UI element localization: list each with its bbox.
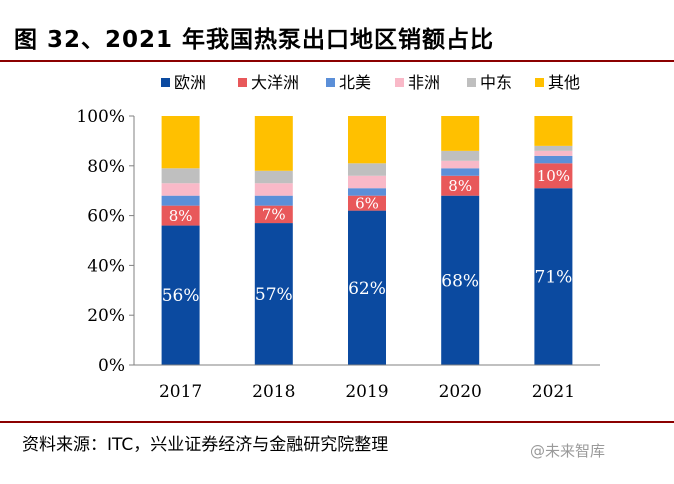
data-label: 8% bbox=[448, 177, 472, 195]
y-tick-label: 60% bbox=[87, 207, 125, 227]
bar-segment-2017-5 bbox=[161, 168, 200, 184]
data-label: 62% bbox=[348, 279, 386, 299]
x-tick-label: 2017 bbox=[159, 382, 202, 402]
bar-segment-2020-2 bbox=[441, 175, 480, 196]
bar-segment-2017-1 bbox=[161, 225, 200, 365]
legend-label-2: 大洋洲 bbox=[251, 73, 299, 92]
data-label: 7% bbox=[262, 206, 286, 224]
y-tick-label: 20% bbox=[87, 306, 125, 326]
bar-segment-2019-4 bbox=[348, 175, 386, 189]
bar-segment-2018-5 bbox=[254, 170, 293, 184]
legend-swatch-3 bbox=[326, 78, 335, 87]
y-tick-label: 80% bbox=[87, 157, 125, 177]
legend-swatch-1 bbox=[161, 78, 170, 87]
legend-swatch-6 bbox=[535, 78, 544, 87]
legend-label-5: 中东 bbox=[480, 73, 512, 92]
data-label: 56% bbox=[162, 286, 200, 306]
chart-title: 图 32、2021 年我国热泵出口地区销额占比 bbox=[14, 27, 495, 53]
y-tick-label: 100% bbox=[76, 107, 125, 127]
bar-segment-2019-6 bbox=[348, 116, 386, 164]
bar-segment-2018-4 bbox=[254, 183, 293, 196]
legend-label-4: 非洲 bbox=[408, 73, 440, 92]
bar-segment-2020-4 bbox=[441, 160, 480, 169]
bar-segment-2017-4 bbox=[161, 183, 200, 196]
data-label: 57% bbox=[255, 285, 293, 305]
stacked-bar-chart: 欧洲 大洋洲 北美 非洲 中东 其他 0% 20% 40% 60% 80% 100% 56% 8% 2017… bbox=[76, 73, 600, 402]
legend-label-1: 欧洲 bbox=[174, 73, 206, 92]
bar-segment-2017-3 bbox=[161, 195, 200, 206]
bar-segment-2019-2 bbox=[348, 195, 386, 211]
bar-segment-2019-1 bbox=[348, 210, 386, 365]
bar-segment-2017-2 bbox=[161, 205, 200, 226]
legend-label-6: 其他 bbox=[548, 73, 580, 92]
legend-label-3: 北美 bbox=[339, 73, 371, 92]
data-label: 10% bbox=[537, 167, 570, 185]
bar-segment-2018-6 bbox=[254, 116, 293, 171]
bar-segment-2020-1 bbox=[441, 195, 480, 365]
legend-swatch-2 bbox=[238, 78, 247, 87]
x-tick-label: 2021 bbox=[532, 382, 575, 402]
bar-segment-2018-3 bbox=[254, 195, 293, 206]
bar-segment-2020-5 bbox=[441, 150, 480, 161]
data-label: 8% bbox=[169, 207, 193, 225]
data-label: 68% bbox=[441, 271, 479, 291]
y-tick-label: 0% bbox=[98, 356, 125, 376]
bar-segment-2019-5 bbox=[348, 163, 386, 176]
bar-segment-2021-6 bbox=[534, 116, 573, 146]
bar-segment-2020-6 bbox=[441, 116, 480, 151]
watermark: @未来智库 bbox=[530, 442, 606, 460]
bar-segment-2017-6 bbox=[161, 116, 200, 169]
y-tick-label: 40% bbox=[87, 256, 125, 276]
data-label: 6% bbox=[355, 194, 379, 212]
bar-segment-2021-2 bbox=[534, 163, 573, 189]
legend-swatch-4 bbox=[395, 78, 404, 87]
data-label: 71% bbox=[535, 268, 573, 288]
bar-segment-2021-3 bbox=[534, 155, 573, 164]
bar-segment-2021-5 bbox=[534, 145, 573, 151]
source-note: 资料来源：ITC，兴业证券经济与金融研究院整理 bbox=[22, 435, 389, 455]
source-divider bbox=[0, 421, 674, 423]
bar-segment-2021-1 bbox=[534, 188, 573, 365]
bar-segment-2020-3 bbox=[441, 168, 480, 176]
x-tick-label: 2018 bbox=[252, 382, 295, 402]
x-tick-label: 2020 bbox=[439, 382, 482, 402]
bar-segment-2021-4 bbox=[534, 150, 573, 156]
bar-segment-2018-2 bbox=[254, 205, 293, 224]
legend-swatch-5 bbox=[467, 78, 476, 87]
bar-segment-2018-1 bbox=[254, 223, 293, 365]
bar-segment-2019-3 bbox=[348, 188, 386, 196]
x-tick-label: 2019 bbox=[345, 382, 388, 402]
title-divider bbox=[0, 60, 674, 62]
